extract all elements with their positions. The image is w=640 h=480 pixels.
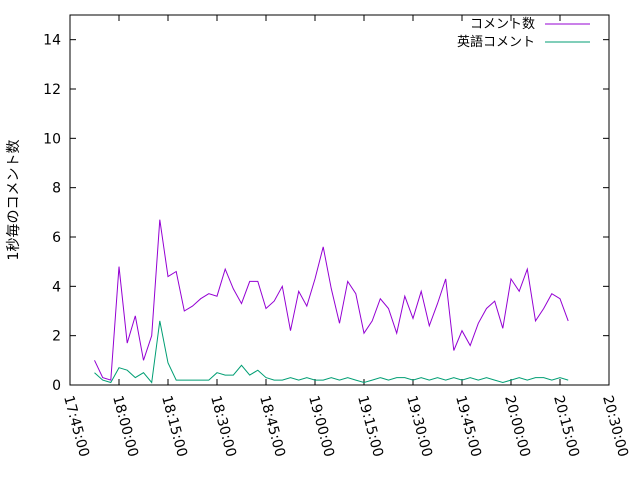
x-tick-label: 18:00:00 bbox=[109, 394, 141, 459]
x-tick-label: 18:45:00 bbox=[256, 394, 288, 459]
x-tick-label: 17:45:00 bbox=[60, 394, 92, 459]
y-tick-label: 14 bbox=[43, 33, 61, 49]
x-tick-label: 19:00:00 bbox=[305, 394, 337, 459]
y-tick-label: 2 bbox=[52, 329, 61, 345]
y-tick-label: 0 bbox=[52, 378, 61, 394]
x-tick-label: 18:15:00 bbox=[158, 394, 190, 459]
y-tick-label: 10 bbox=[43, 131, 61, 147]
series-lines bbox=[94, 219, 569, 384]
x-tick-label: 19:45:00 bbox=[452, 394, 484, 459]
x-tick-label: 20:00:00 bbox=[501, 394, 533, 459]
series-line-0 bbox=[94, 219, 569, 381]
x-tick-label: 20:15:00 bbox=[550, 394, 582, 459]
y-tick-label: 6 bbox=[52, 230, 61, 246]
legend: コメント数 英語コメント bbox=[457, 17, 590, 50]
series-line-1 bbox=[94, 320, 569, 384]
y-axis-label: 1秒毎のコメント数 bbox=[6, 140, 22, 261]
x-axis: 17:45:00 18:00:00 18:15:00 18:30:00 18:45:00… bbox=[60, 15, 631, 459]
y-tick-label: 4 bbox=[52, 279, 61, 295]
x-tick-label: 18:30:00 bbox=[207, 394, 239, 459]
x-tick-label: 20:30:00 bbox=[599, 394, 631, 459]
plot-frame bbox=[69, 14, 610, 386]
x-tick-label: 19:30:00 bbox=[403, 394, 435, 459]
y-axis: 0 2 4 6 8 10 12 14 bbox=[43, 33, 609, 394]
y-tick-label: 12 bbox=[43, 82, 61, 98]
legend-label-english-comments: 英語コメント bbox=[457, 34, 535, 50]
x-tick-label: 19:15:00 bbox=[354, 394, 386, 459]
y-tick-label: 8 bbox=[52, 181, 61, 197]
legend-label-comments: コメント数 bbox=[470, 17, 535, 32]
